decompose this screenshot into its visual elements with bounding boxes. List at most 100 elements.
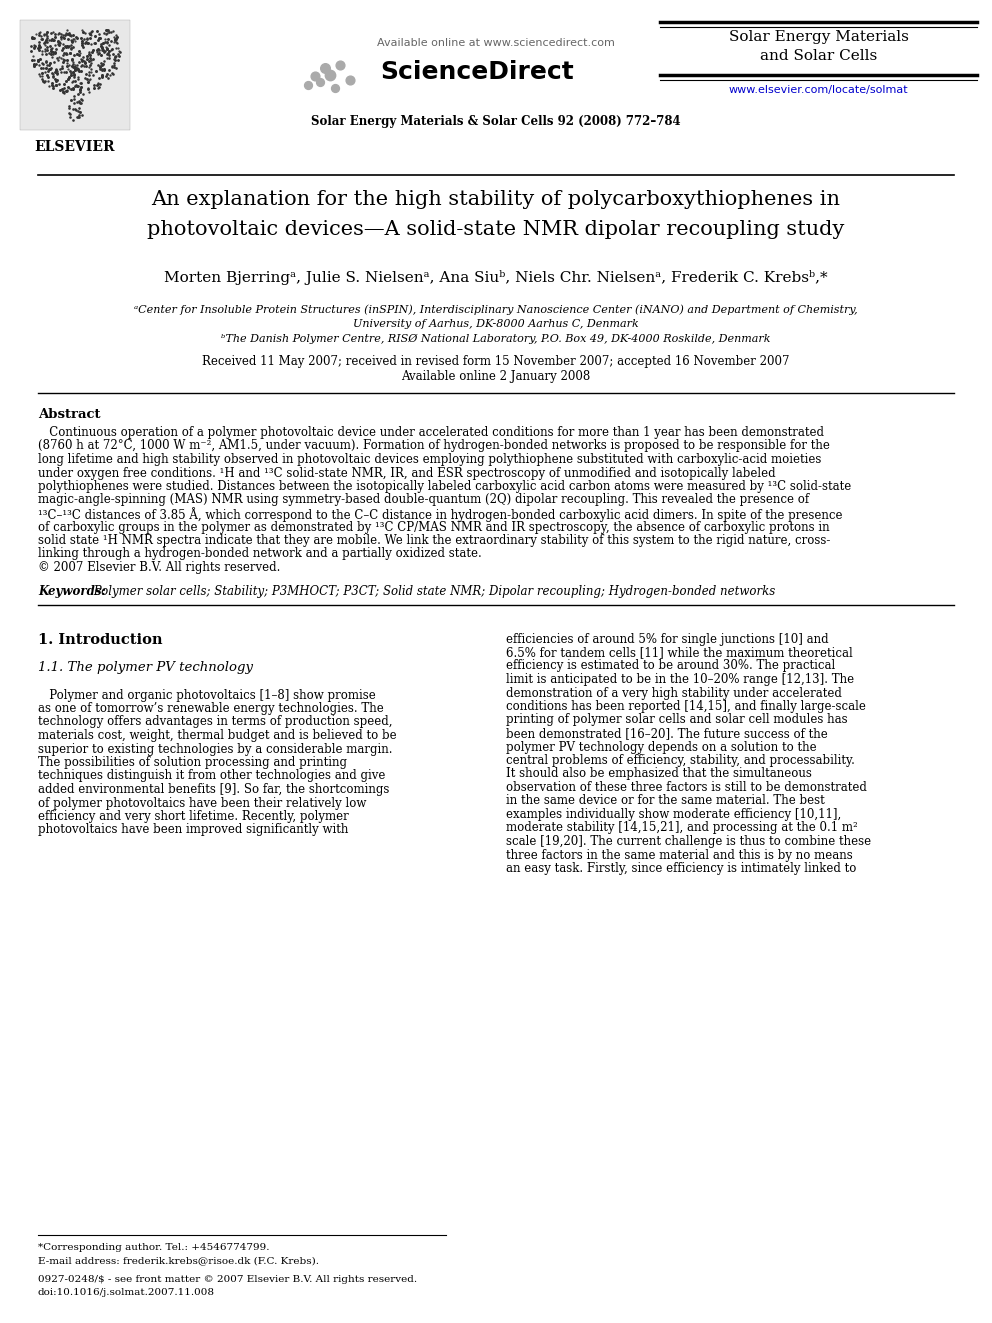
Point — [30, 49, 46, 70]
Point — [104, 38, 120, 60]
Point — [74, 50, 90, 71]
Point — [87, 25, 103, 46]
Text: efficiency is estimated to be around 30%. The practical: efficiency is estimated to be around 30%… — [506, 659, 835, 672]
Point — [80, 81, 96, 102]
Point — [82, 69, 98, 90]
Point — [90, 77, 106, 98]
Point — [66, 65, 82, 86]
Point — [41, 54, 57, 75]
Point — [28, 53, 44, 74]
Point — [53, 26, 68, 48]
Text: Available online at www.sciencedirect.com: Available online at www.sciencedirect.co… — [377, 38, 615, 48]
Point — [106, 49, 122, 70]
Point — [101, 34, 117, 56]
Point — [73, 105, 89, 126]
Point — [107, 29, 123, 50]
Point — [72, 78, 88, 99]
Point — [44, 38, 60, 60]
Point — [32, 22, 48, 44]
Point — [39, 25, 55, 46]
Point — [94, 37, 110, 58]
Point — [56, 26, 71, 48]
Point — [39, 50, 55, 71]
Text: efficiencies of around 5% for single junctions [10] and: efficiencies of around 5% for single jun… — [506, 632, 828, 646]
Point — [42, 34, 58, 56]
Point — [62, 65, 78, 86]
Point — [31, 34, 47, 56]
Point — [94, 40, 110, 61]
Point — [89, 42, 105, 64]
Point — [45, 66, 61, 87]
Point — [48, 74, 63, 95]
Point — [99, 38, 115, 60]
Point — [55, 56, 70, 77]
Point — [27, 54, 43, 75]
Point — [64, 30, 80, 52]
Text: technology offers advantages in terms of production speed,: technology offers advantages in terms of… — [38, 716, 393, 729]
Point — [63, 78, 79, 99]
Point — [72, 102, 88, 123]
Point — [36, 57, 52, 78]
Point — [23, 40, 39, 61]
Point — [81, 50, 97, 71]
Point — [312, 71, 328, 93]
Point — [63, 32, 79, 53]
Point — [37, 38, 53, 60]
Point — [102, 64, 118, 85]
Point — [91, 67, 107, 89]
Point — [59, 56, 74, 77]
Point — [75, 46, 91, 67]
Point — [30, 50, 46, 71]
Point — [74, 33, 90, 54]
Point — [76, 56, 92, 77]
Text: © 2007 Elsevier B.V. All rights reserved.: © 2007 Elsevier B.V. All rights reserved… — [38, 561, 281, 574]
Point — [65, 57, 81, 78]
Point — [90, 24, 106, 45]
Point — [82, 54, 98, 75]
Text: photovoltaics have been improved significantly with: photovoltaics have been improved signifi… — [38, 823, 348, 836]
Point — [63, 89, 79, 110]
Point — [63, 71, 79, 93]
Point — [65, 77, 81, 98]
Point — [70, 41, 86, 62]
Point — [79, 67, 95, 89]
Point — [92, 73, 108, 94]
Text: Morten Bjerringᵃ, Julie S. Nielsenᵃ, Ana Siuᵇ, Niels Chr. Nielsenᵃ, Frederik C. : Morten Bjerringᵃ, Julie S. Nielsenᵃ, Ana… — [165, 270, 827, 284]
Point — [81, 69, 97, 90]
Point — [71, 52, 87, 73]
Point — [62, 106, 78, 127]
Point — [45, 38, 61, 60]
Point — [32, 36, 48, 57]
Point — [49, 60, 64, 81]
Point — [108, 33, 124, 54]
Text: doi:10.1016/j.solmat.2007.11.008: doi:10.1016/j.solmat.2007.11.008 — [38, 1289, 215, 1297]
Point — [97, 32, 113, 53]
Point — [76, 50, 92, 71]
Point — [60, 79, 75, 101]
Point — [73, 61, 89, 82]
Point — [58, 44, 73, 65]
Text: (8760 h at 72°C, 1000 W m⁻², AM1.5, under vacuum). Formation of hydrogen-bonded : (8760 h at 72°C, 1000 W m⁻², AM1.5, unde… — [38, 439, 830, 452]
Text: 6.5% for tandem cells [11] while the maximum theoretical: 6.5% for tandem cells [11] while the max… — [506, 646, 853, 659]
Point — [70, 58, 86, 79]
Text: Polymer solar cells; Stability; P3MHOCT; P3CT; Solid state NMR; Dipolar recoupli: Polymer solar cells; Stability; P3MHOCT;… — [90, 585, 776, 598]
Point — [72, 79, 88, 101]
Point — [308, 65, 323, 86]
Point — [32, 24, 48, 45]
Point — [71, 82, 87, 103]
Point — [69, 75, 85, 97]
Point — [50, 33, 65, 54]
Point — [61, 67, 76, 89]
Text: 1. Introduction: 1. Introduction — [38, 632, 163, 647]
Point — [111, 46, 127, 67]
Text: demonstration of a very high stability under accelerated: demonstration of a very high stability u… — [506, 687, 842, 700]
Point — [36, 22, 52, 44]
Point — [89, 74, 105, 95]
Point — [27, 28, 43, 49]
Point — [26, 54, 42, 75]
Point — [342, 69, 358, 90]
Text: ELSEVIER: ELSEVIER — [35, 140, 115, 153]
Point — [96, 50, 112, 71]
Point — [47, 26, 62, 48]
Point — [69, 69, 85, 90]
